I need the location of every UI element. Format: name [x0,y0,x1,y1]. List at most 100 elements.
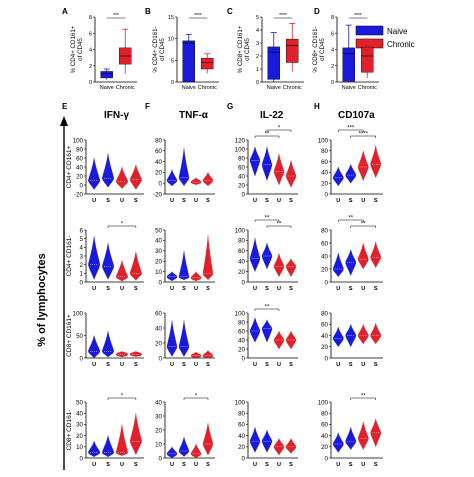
x-tick-label: S [206,286,210,292]
column-title-cd107a: CD107a [338,110,375,121]
significance-label: * [121,394,124,400]
y-tick-label: 0 [325,279,329,286]
y-tick-label: 2 [256,54,259,60]
violin-naive [261,146,273,181]
y-tick-label: 0 [242,455,246,462]
significance-bracket [350,135,376,138]
column-title-il22: IL-22 [260,110,284,121]
y-tick-label: 6 [89,31,92,37]
panel-e2: 01 2 34 5 6 U S U S * [80,222,144,292]
y-tick-label: 80 [238,319,245,326]
violin-chronic [370,241,382,269]
violin-naive [345,163,357,184]
violin-naive [178,436,190,457]
y-axis-label-line: of CD45 [244,38,251,61]
lymphocytes-arrow-head [60,116,68,126]
violin-chronic [370,418,382,448]
violin-chronic [129,164,142,190]
x-tick-label: U [170,362,174,368]
y-tick-label: 40 [238,337,245,344]
violin-naive [88,335,101,359]
significance-label: **** [194,13,202,19]
violin-chronic [273,153,285,186]
y-tick-label: 50 [155,227,162,234]
violin-chronic [285,160,297,188]
y-axis-label-line: of CD45 [159,38,166,61]
column-title-ifn: IFN-γ [104,110,129,121]
y-tick-label: 0 [325,355,329,362]
row-label: CD4+ CD161- [66,235,73,276]
panel-letter-f: F [145,102,150,111]
violin-naive [166,446,178,459]
x-tick-label: S [265,286,269,292]
y-tick-label: 10 [155,269,162,276]
y-axis-label: % CD8+ CD161+of CD45 [237,25,251,73]
y-tick-label: 100 [235,310,246,317]
y-tick-label: 0 [159,279,163,286]
y-axis-label: % CD4+ CD161-of CD45 [152,26,166,72]
y-tick-label: 20 [238,444,245,451]
x-tick-label: U [277,462,281,468]
x-tick-label: U [253,462,257,468]
violin-naive [102,153,114,188]
violin-naive [166,169,178,187]
violin-naive [102,242,114,280]
box-chronic [201,57,214,70]
box-chronic [286,38,299,63]
y-tick-label: 80 [321,227,328,234]
y-tick-label: 1 [80,271,84,278]
y-tick-label: 10 [168,37,174,43]
x-tick-label: S [349,462,353,468]
x-tick-label: Chronic [283,85,302,91]
x-tick-label: Naive [267,85,281,91]
x-tick-label: S [182,362,186,368]
y-tick-label: 60 [321,159,328,166]
violin-chronic [357,150,369,181]
y-tick-label: 40 [76,411,83,418]
panel-f2: 0 10 20 30 40 50 U S U S [155,227,215,292]
violin-naive [249,427,261,453]
y-tick-label: 120 [235,137,246,144]
y-tick-label: 10 [76,444,83,451]
x-tick-label: S [182,286,186,292]
y-tick-label: 100 [235,399,246,406]
y-tick-label: 40 [238,173,245,180]
y-tick-label: 20 [155,340,162,347]
y-tick-label: 100 [235,146,246,153]
y-axis-label-line: of CD45 [77,38,84,61]
violin-chronic [285,437,297,454]
y-tick-label: 4 [80,245,84,252]
x-tick-label: U [253,198,257,204]
y-tick-label: 4 [331,48,334,54]
x-tick-label: U [92,462,96,468]
violin-chronic [202,235,214,281]
x-tick-label: S [206,462,210,468]
panel-f3: 0 20 40 60 U S U S [155,310,215,368]
y-tick-label: 50 [76,333,83,340]
y-axis-label-line: % CD4+ CD161- [152,26,159,72]
y-tick-label: 4 [256,28,259,34]
column-title-tnf: TNF-α [179,110,209,121]
x-tick-label: S [106,286,110,292]
y-tick-label: 40 [155,399,162,406]
y-tick-label: 20 [321,266,328,273]
x-tick-label: Chronic [116,85,135,91]
significance-bracket [107,397,137,400]
violin-naive [166,271,178,282]
x-tick-label: U [120,286,124,292]
y-tick-label: 60 [238,248,245,255]
violin-naive [332,432,344,453]
y-tick-label: 100 [318,137,329,144]
y-tick-label: 5 [171,58,174,64]
y-tick-label: 60 [321,422,328,429]
y-tick-label: 10 [155,441,162,448]
y-tick-label: 0 [159,355,163,362]
x-tick-label: S [289,286,293,292]
violin-naive [332,326,344,348]
x-tick-label: U [92,286,96,292]
significance-label: **** [279,13,287,19]
y-axis-label-line: % CD8+ CD161+ [237,25,244,73]
